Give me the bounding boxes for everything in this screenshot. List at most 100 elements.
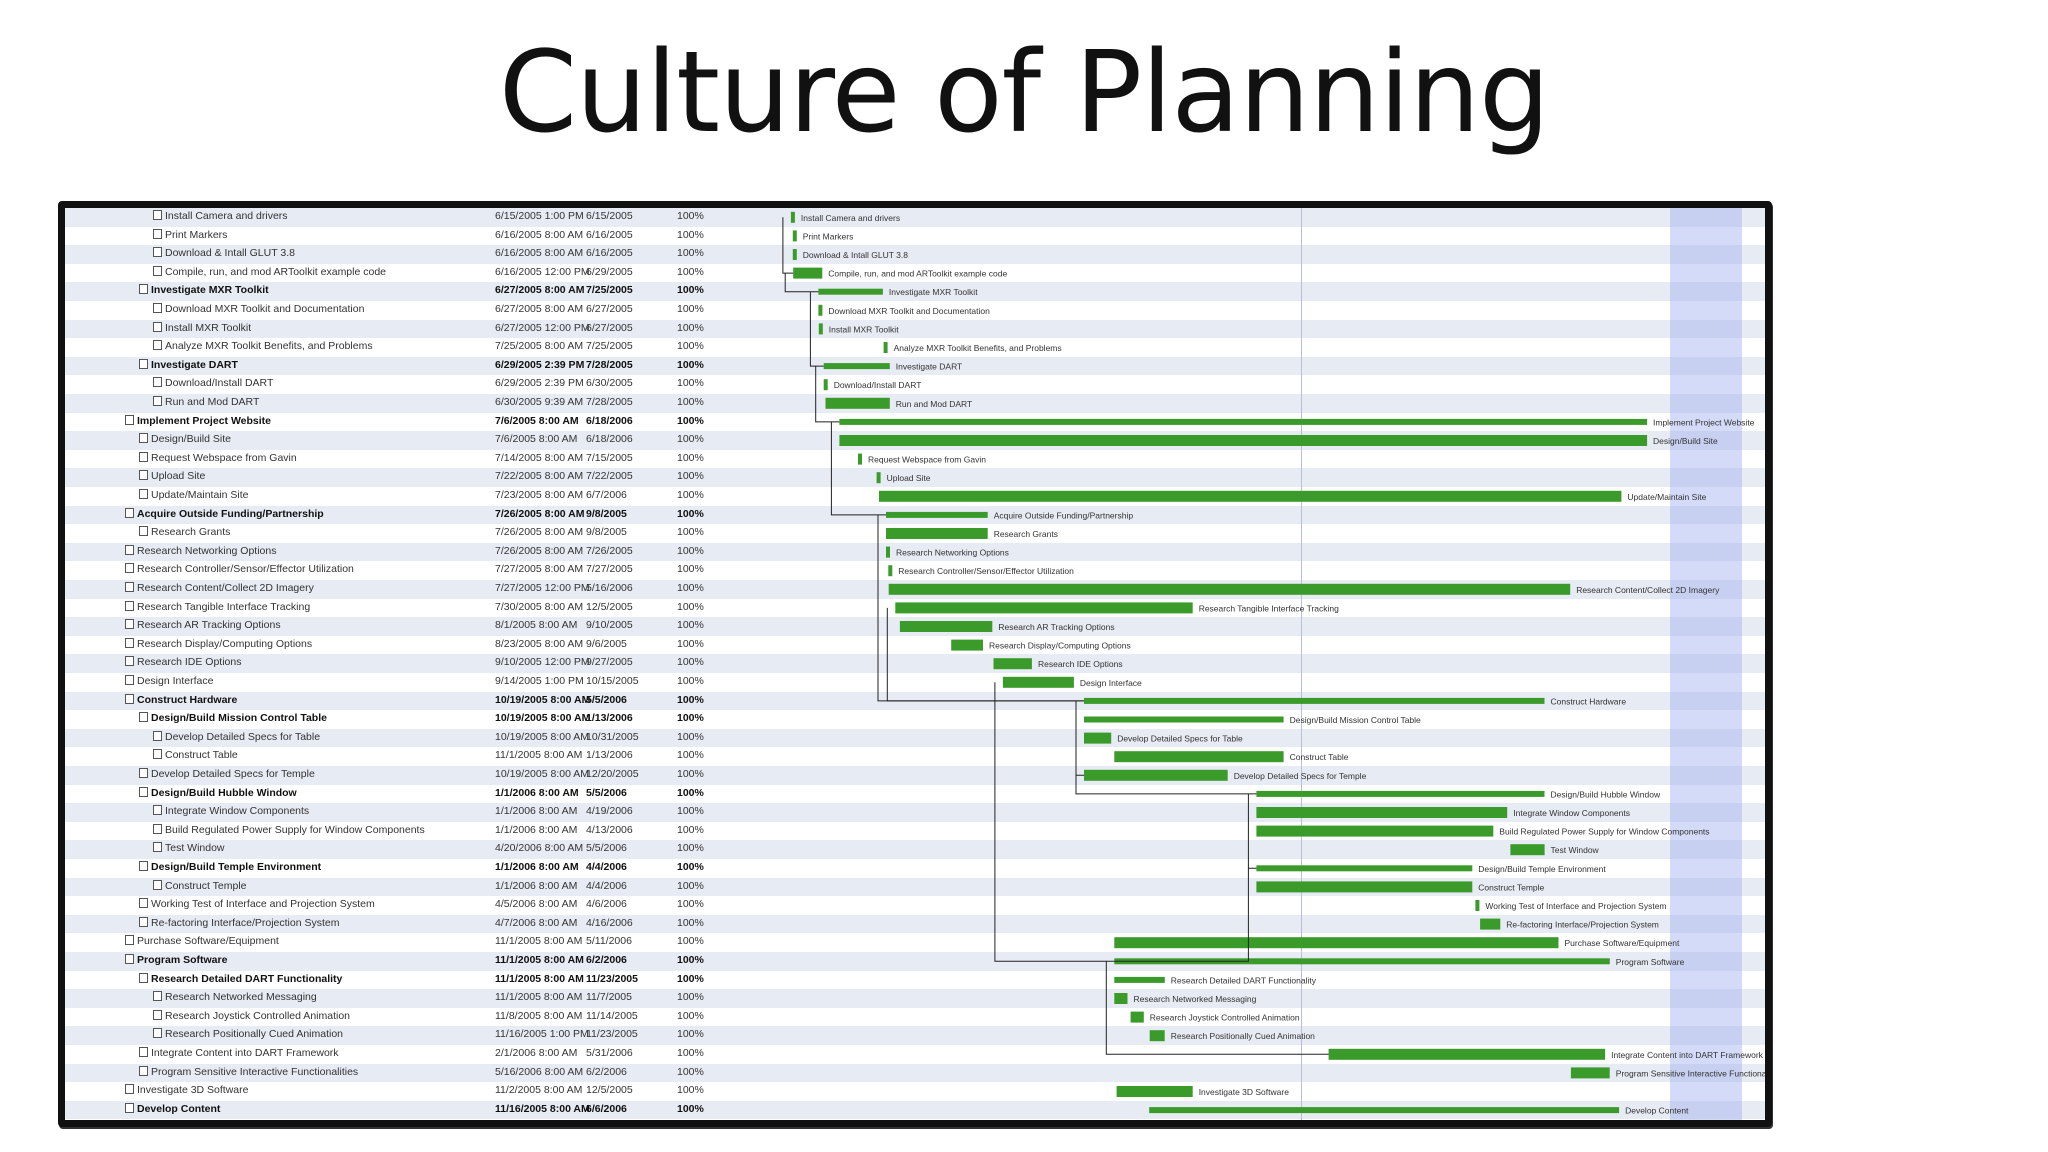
task-row[interactable]: Update/Maintain Site 7/23/2005 8:00 AM 6/7… bbox=[65, 487, 1765, 506]
task-row[interactable]: Design/Build Mission Control Table 10/19/… bbox=[65, 710, 1765, 729]
task-checkbox-icon[interactable] bbox=[153, 303, 162, 313]
gantt-bar[interactable] bbox=[1084, 769, 1228, 781]
task-row[interactable]: Compile, run, and mod ARToolkit example … bbox=[65, 264, 1765, 283]
gantt-bar[interactable] bbox=[792, 249, 797, 260]
task-checkbox-icon[interactable] bbox=[153, 265, 162, 276]
gantt-bar[interactable] bbox=[1510, 844, 1545, 856]
task-checkbox-icon[interactable] bbox=[139, 861, 148, 871]
gantt-bar[interactable] bbox=[1114, 958, 1610, 965]
gantt-bar[interactable] bbox=[818, 288, 883, 295]
task-row[interactable]: Develop Detailed Specs for Table 10/19/20… bbox=[65, 728, 1765, 748]
gantt-bar[interactable] bbox=[839, 435, 1648, 446]
task-checkbox-icon[interactable] bbox=[125, 507, 134, 518]
task-row[interactable]: Investigate DART 6/29/2005 2:39 PM 7/28/20… bbox=[65, 356, 1765, 376]
task-row[interactable]: Build Regulated Power Supply for Window … bbox=[65, 822, 1765, 841]
task-checkbox-icon[interactable] bbox=[153, 842, 162, 853]
task-checkbox-icon[interactable] bbox=[153, 321, 162, 332]
task-checkbox-icon[interactable] bbox=[153, 879, 162, 890]
task-row[interactable]: Download/Install DART 6/29/2005 2:39 PM 6/… bbox=[65, 375, 1765, 394]
gantt-bar[interactable] bbox=[1570, 1067, 1610, 1079]
gantt-bar[interactable] bbox=[1114, 976, 1165, 983]
gantt-bar[interactable] bbox=[1480, 918, 1501, 930]
task-checkbox-icon[interactable] bbox=[139, 712, 148, 723]
task-row[interactable]: Print Markers 6/16/2005 8:00 AM 6/16/2005 1… bbox=[65, 227, 1765, 246]
task-checkbox-icon[interactable] bbox=[153, 823, 162, 834]
gantt-bar[interactable] bbox=[1084, 697, 1545, 704]
gantt-bar[interactable] bbox=[818, 304, 823, 316]
gantt-bar[interactable] bbox=[886, 511, 988, 518]
task-row[interactable]: Research Networked Messaging 11/1/2005 8:… bbox=[65, 989, 1765, 1008]
task-checkbox-icon[interactable] bbox=[125, 935, 134, 946]
task-checkbox-icon[interactable] bbox=[139, 916, 148, 927]
task-checkbox-icon[interactable] bbox=[125, 563, 134, 574]
gantt-bar[interactable] bbox=[839, 418, 1648, 425]
task-checkbox-icon[interactable] bbox=[139, 972, 148, 983]
task-checkbox-icon[interactable] bbox=[153, 1009, 162, 1020]
task-row[interactable]: Run and Mod DART 6/30/2005 9:39 AM 7/28/20… bbox=[65, 394, 1765, 413]
task-row[interactable]: Install Camera and drivers 6/15/2005 1:00… bbox=[65, 208, 1765, 227]
task-checkbox-icon[interactable] bbox=[153, 991, 162, 1002]
task-row[interactable]: Develop Detailed Specs for Temple 10/19/2… bbox=[65, 766, 1765, 785]
gantt-bar[interactable] bbox=[792, 230, 797, 242]
task-row[interactable]: Research Display/Computing Options 8/23/2… bbox=[65, 636, 1765, 655]
task-row[interactable]: Purchase Software/Equipment 11/1/2005 8:0… bbox=[65, 933, 1765, 952]
task-row[interactable]: Upload Site 7/22/2005 8:00 AM 7/22/2005 100… bbox=[65, 468, 1765, 487]
task-row[interactable]: Investigate MXR Toolkit 6/27/2005 8:00 AM… bbox=[65, 282, 1765, 301]
gantt-bar[interactable] bbox=[899, 621, 993, 632]
task-row[interactable]: Research IDE Options 9/10/2005 12:00 PM 9/… bbox=[65, 654, 1765, 673]
task-row[interactable]: Program Sensitive Interactive Functional… bbox=[65, 1063, 1765, 1083]
task-row[interactable]: Test Window 4/20/2006 8:00 AM 5/5/2006 100% bbox=[65, 840, 1765, 859]
gantt-bar[interactable] bbox=[1084, 732, 1112, 744]
gantt-bar[interactable] bbox=[879, 490, 1622, 502]
task-checkbox-icon[interactable] bbox=[125, 619, 134, 630]
gantt-bar[interactable] bbox=[793, 267, 823, 279]
task-row[interactable]: Design Interface 9/14/2005 1:00 PM 10/15/2… bbox=[65, 673, 1765, 692]
task-checkbox-icon[interactable] bbox=[125, 954, 134, 964]
gantt-bar[interactable] bbox=[858, 453, 862, 465]
gantt-bar[interactable] bbox=[1328, 1048, 1606, 1060]
task-row[interactable]: Research Positionally Cued Animation 11/1… bbox=[65, 1026, 1765, 1045]
gantt-bar[interactable] bbox=[886, 528, 988, 539]
task-checkbox-icon[interactable] bbox=[139, 284, 148, 295]
task-checkbox-icon[interactable] bbox=[139, 433, 148, 444]
task-checkbox-icon[interactable] bbox=[139, 1065, 148, 1076]
gantt-bar[interactable] bbox=[823, 363, 890, 370]
task-checkbox-icon[interactable] bbox=[125, 656, 134, 667]
gantt-bar[interactable] bbox=[1475, 900, 1480, 911]
task-row[interactable]: Download & Intall GLUT 3.8 6/16/2005 8:00… bbox=[65, 245, 1765, 264]
task-checkbox-icon[interactable] bbox=[139, 526, 148, 537]
gantt-bar[interactable] bbox=[888, 565, 893, 577]
gantt-bar[interactable] bbox=[823, 379, 828, 391]
gantt-bar[interactable] bbox=[1114, 993, 1128, 1004]
gantt-bar[interactable] bbox=[1149, 1030, 1165, 1042]
task-row[interactable]: Program Software 11/1/2005 8:00 AM 6/2/200… bbox=[65, 952, 1765, 971]
gantt-bar[interactable] bbox=[1256, 790, 1545, 797]
task-checkbox-icon[interactable] bbox=[153, 730, 162, 741]
gantt-bar[interactable] bbox=[1256, 825, 1494, 837]
task-checkbox-icon[interactable] bbox=[153, 1028, 162, 1039]
gantt-bar[interactable] bbox=[790, 211, 795, 223]
task-checkbox-icon[interactable] bbox=[139, 898, 148, 909]
task-row[interactable]: Design/Build Hubble Window 1/1/2006 8:00 … bbox=[65, 785, 1765, 804]
task-row[interactable]: Investigate 3D Software 11/2/2005 8:00 AM… bbox=[65, 1082, 1765, 1101]
gantt-bar[interactable] bbox=[895, 602, 1193, 614]
task-row[interactable]: Research Joystick Controlled Animation 11… bbox=[65, 1008, 1765, 1027]
task-row[interactable]: Research Detailed DART Functionality 11/1… bbox=[65, 971, 1765, 990]
task-checkbox-icon[interactable] bbox=[125, 693, 134, 704]
task-row[interactable]: Working Test of Interface and Projection… bbox=[65, 896, 1765, 915]
task-checkbox-icon[interactable] bbox=[125, 637, 134, 648]
task-row[interactable]: Implement Project Website 7/6/2005 8:00 A… bbox=[65, 413, 1765, 432]
gantt-bar[interactable] bbox=[888, 583, 1571, 595]
task-checkbox-icon[interactable] bbox=[139, 768, 148, 778]
gantt-bar[interactable] bbox=[1256, 865, 1473, 872]
gantt-bar[interactable] bbox=[1114, 937, 1559, 949]
gantt-bar[interactable] bbox=[883, 342, 888, 353]
task-checkbox-icon[interactable] bbox=[153, 340, 162, 351]
gantt-bar[interactable] bbox=[1114, 751, 1284, 763]
gantt-bar[interactable] bbox=[825, 397, 890, 409]
task-checkbox-icon[interactable] bbox=[153, 749, 162, 760]
task-row[interactable]: Research Grants 7/26/2005 8:00 AM 9/8/2005… bbox=[65, 524, 1765, 543]
task-checkbox-icon[interactable] bbox=[125, 582, 134, 592]
task-checkbox-icon[interactable] bbox=[153, 805, 162, 816]
task-row[interactable]: Install MXR Toolkit 6/27/2005 12:00 PM 6/2… bbox=[65, 319, 1765, 339]
